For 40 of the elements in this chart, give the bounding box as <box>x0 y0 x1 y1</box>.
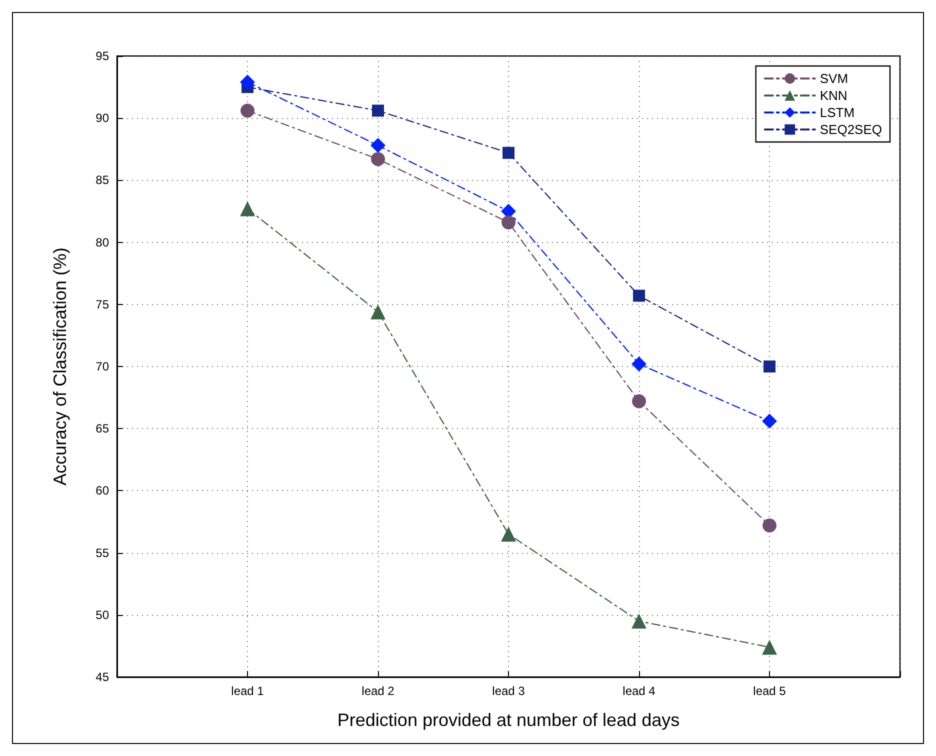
x-tick-label: lead 2 <box>362 684 395 698</box>
point <box>764 360 776 372</box>
y-tick-label: 50 <box>96 608 110 622</box>
x-tick-label: lead 1 <box>231 684 264 698</box>
point <box>632 614 646 629</box>
point <box>371 152 385 166</box>
legend-label: SEQ2SEQ <box>820 122 882 137</box>
point <box>240 201 255 216</box>
x-axis-title: Prediction provided at number of lead days <box>337 710 680 730</box>
y-tick-label: 85 <box>96 173 110 188</box>
legend-label: SVM <box>820 71 848 86</box>
point <box>370 304 386 320</box>
point <box>502 215 516 230</box>
x-tick-label: lead 3 <box>492 684 526 698</box>
legend-label: LSTM <box>820 105 855 120</box>
point <box>370 138 386 153</box>
y-tick-label: 90 <box>96 111 110 126</box>
y-tick-label: 95 <box>96 49 110 63</box>
point <box>762 640 777 655</box>
y-tick-label: 80 <box>96 235 110 250</box>
point <box>633 290 645 302</box>
legend-label: KNN <box>820 88 848 103</box>
point <box>762 414 777 429</box>
y-tick-label: 55 <box>96 546 110 560</box>
y-tick-label: 70 <box>96 360 110 374</box>
x-tick-label: lead 5 <box>753 684 786 698</box>
y-tick-label: 65 <box>96 422 110 436</box>
point <box>240 104 254 118</box>
y-tick-label: 75 <box>96 297 110 312</box>
point <box>632 394 646 408</box>
x-tick-label: lead 4 <box>622 684 656 698</box>
point <box>502 146 514 159</box>
y-tick-label: 45 <box>96 670 110 684</box>
point <box>632 356 646 372</box>
point <box>762 518 776 532</box>
point <box>240 74 255 90</box>
point <box>501 526 516 542</box>
y-tick-label: 60 <box>96 484 110 498</box>
point <box>372 104 384 117</box>
y-axis-title: Accuracy of Classification (%) <box>50 247 70 486</box>
